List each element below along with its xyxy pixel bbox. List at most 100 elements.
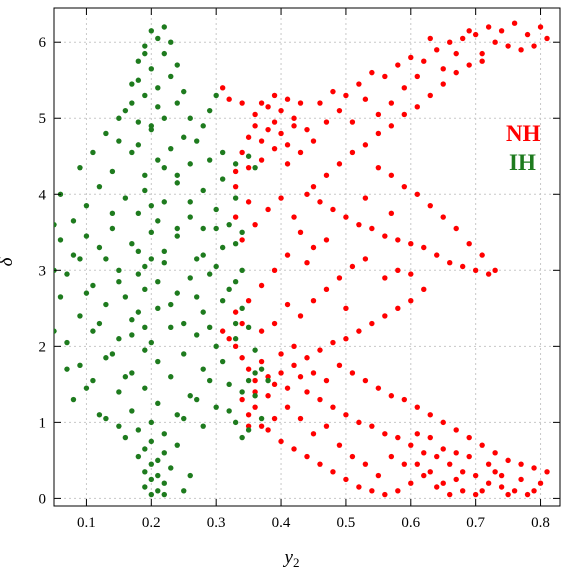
ih-point bbox=[219, 149, 226, 156]
nh-point bbox=[479, 50, 485, 57]
ih-point bbox=[135, 248, 142, 254]
ih-point bbox=[181, 134, 187, 140]
x-tick-label: 0.4 bbox=[272, 515, 291, 531]
ih-point bbox=[200, 225, 206, 232]
ih-point bbox=[213, 263, 219, 270]
ih-point bbox=[135, 77, 142, 83]
ih-point bbox=[70, 252, 77, 258]
nh-point bbox=[466, 28, 472, 34]
nh-point bbox=[453, 427, 459, 433]
ih-point bbox=[181, 415, 187, 422]
ih-point bbox=[155, 457, 161, 464]
ih-point bbox=[174, 290, 180, 296]
nh-point bbox=[317, 347, 323, 353]
nh-point bbox=[336, 362, 343, 369]
ih-point bbox=[54, 221, 57, 228]
nh-point bbox=[245, 164, 252, 171]
ih-point bbox=[239, 229, 245, 235]
ih-point bbox=[122, 195, 129, 201]
nh-point bbox=[310, 298, 317, 304]
nh-point bbox=[265, 393, 271, 399]
nh-point bbox=[336, 275, 343, 281]
nh-point bbox=[219, 328, 226, 334]
nh-point bbox=[459, 35, 466, 42]
ih-point bbox=[194, 294, 200, 300]
ih-point bbox=[200, 309, 206, 315]
nh-point bbox=[382, 233, 388, 239]
nh-point bbox=[401, 85, 408, 91]
ih-point bbox=[174, 442, 180, 448]
nh-point bbox=[375, 164, 382, 171]
x-tick-label: 0.7 bbox=[466, 515, 485, 531]
nh-point bbox=[317, 100, 323, 106]
ih-point bbox=[232, 320, 239, 327]
ih-point bbox=[142, 385, 148, 391]
ih-point bbox=[148, 256, 155, 262]
nh-point bbox=[349, 453, 356, 460]
nh-point bbox=[343, 92, 349, 99]
ih-point bbox=[232, 161, 239, 167]
ih-point bbox=[148, 126, 155, 133]
nh-point bbox=[459, 469, 466, 475]
ih-point bbox=[239, 389, 245, 395]
nh-point bbox=[447, 491, 453, 498]
nh-point bbox=[252, 221, 258, 228]
nh-point bbox=[427, 412, 433, 418]
nh-point bbox=[284, 252, 291, 258]
ih-point bbox=[148, 339, 155, 346]
ih-point bbox=[77, 313, 83, 319]
nh-point bbox=[485, 480, 492, 486]
ih-point bbox=[213, 343, 219, 350]
nh-point bbox=[284, 404, 291, 410]
nh-point bbox=[434, 484, 440, 490]
nh-point bbox=[258, 100, 265, 106]
nh-point bbox=[369, 225, 375, 232]
nh-point bbox=[395, 62, 401, 68]
nh-point bbox=[297, 313, 304, 319]
ih-point bbox=[174, 233, 180, 239]
nh-point bbox=[278, 107, 284, 114]
nh-point bbox=[427, 202, 433, 209]
nh-point bbox=[498, 472, 505, 479]
nh-point bbox=[414, 73, 420, 80]
nh-point bbox=[258, 328, 265, 334]
ih-point bbox=[245, 377, 252, 384]
nh-point bbox=[485, 271, 492, 277]
nh-point bbox=[232, 309, 239, 315]
nh-point bbox=[485, 461, 492, 467]
nh-point bbox=[427, 434, 433, 441]
ticks bbox=[54, 8, 560, 506]
nh-point bbox=[330, 206, 336, 213]
nh-point bbox=[524, 31, 531, 38]
nh-point bbox=[336, 442, 343, 448]
nh-point bbox=[395, 488, 401, 494]
nh-point bbox=[408, 480, 414, 486]
ih-point bbox=[194, 332, 200, 338]
nh-point bbox=[466, 453, 472, 460]
nh-point bbox=[349, 149, 356, 156]
nh-point bbox=[258, 358, 265, 365]
ih-point bbox=[206, 377, 213, 384]
nh-point bbox=[447, 39, 453, 45]
ih-point bbox=[122, 294, 129, 300]
ih-point bbox=[161, 24, 167, 30]
nh-point bbox=[317, 199, 323, 205]
nh-point bbox=[219, 85, 226, 91]
ih-point bbox=[161, 260, 167, 266]
ih-point bbox=[155, 85, 161, 91]
nh-point bbox=[349, 119, 356, 125]
nh-point bbox=[343, 214, 349, 220]
nh-point bbox=[395, 237, 401, 243]
nh-point bbox=[453, 50, 459, 57]
ih-point bbox=[219, 298, 226, 304]
nh-point bbox=[343, 476, 349, 483]
nh-point bbox=[434, 252, 440, 258]
nh-point bbox=[310, 183, 317, 190]
ih-point bbox=[155, 305, 161, 312]
nh-point bbox=[239, 320, 245, 327]
ih-point bbox=[116, 423, 122, 429]
nh-point bbox=[459, 488, 466, 494]
ih-point bbox=[200, 366, 206, 372]
nh-point bbox=[466, 240, 472, 247]
ih-point bbox=[155, 218, 161, 224]
